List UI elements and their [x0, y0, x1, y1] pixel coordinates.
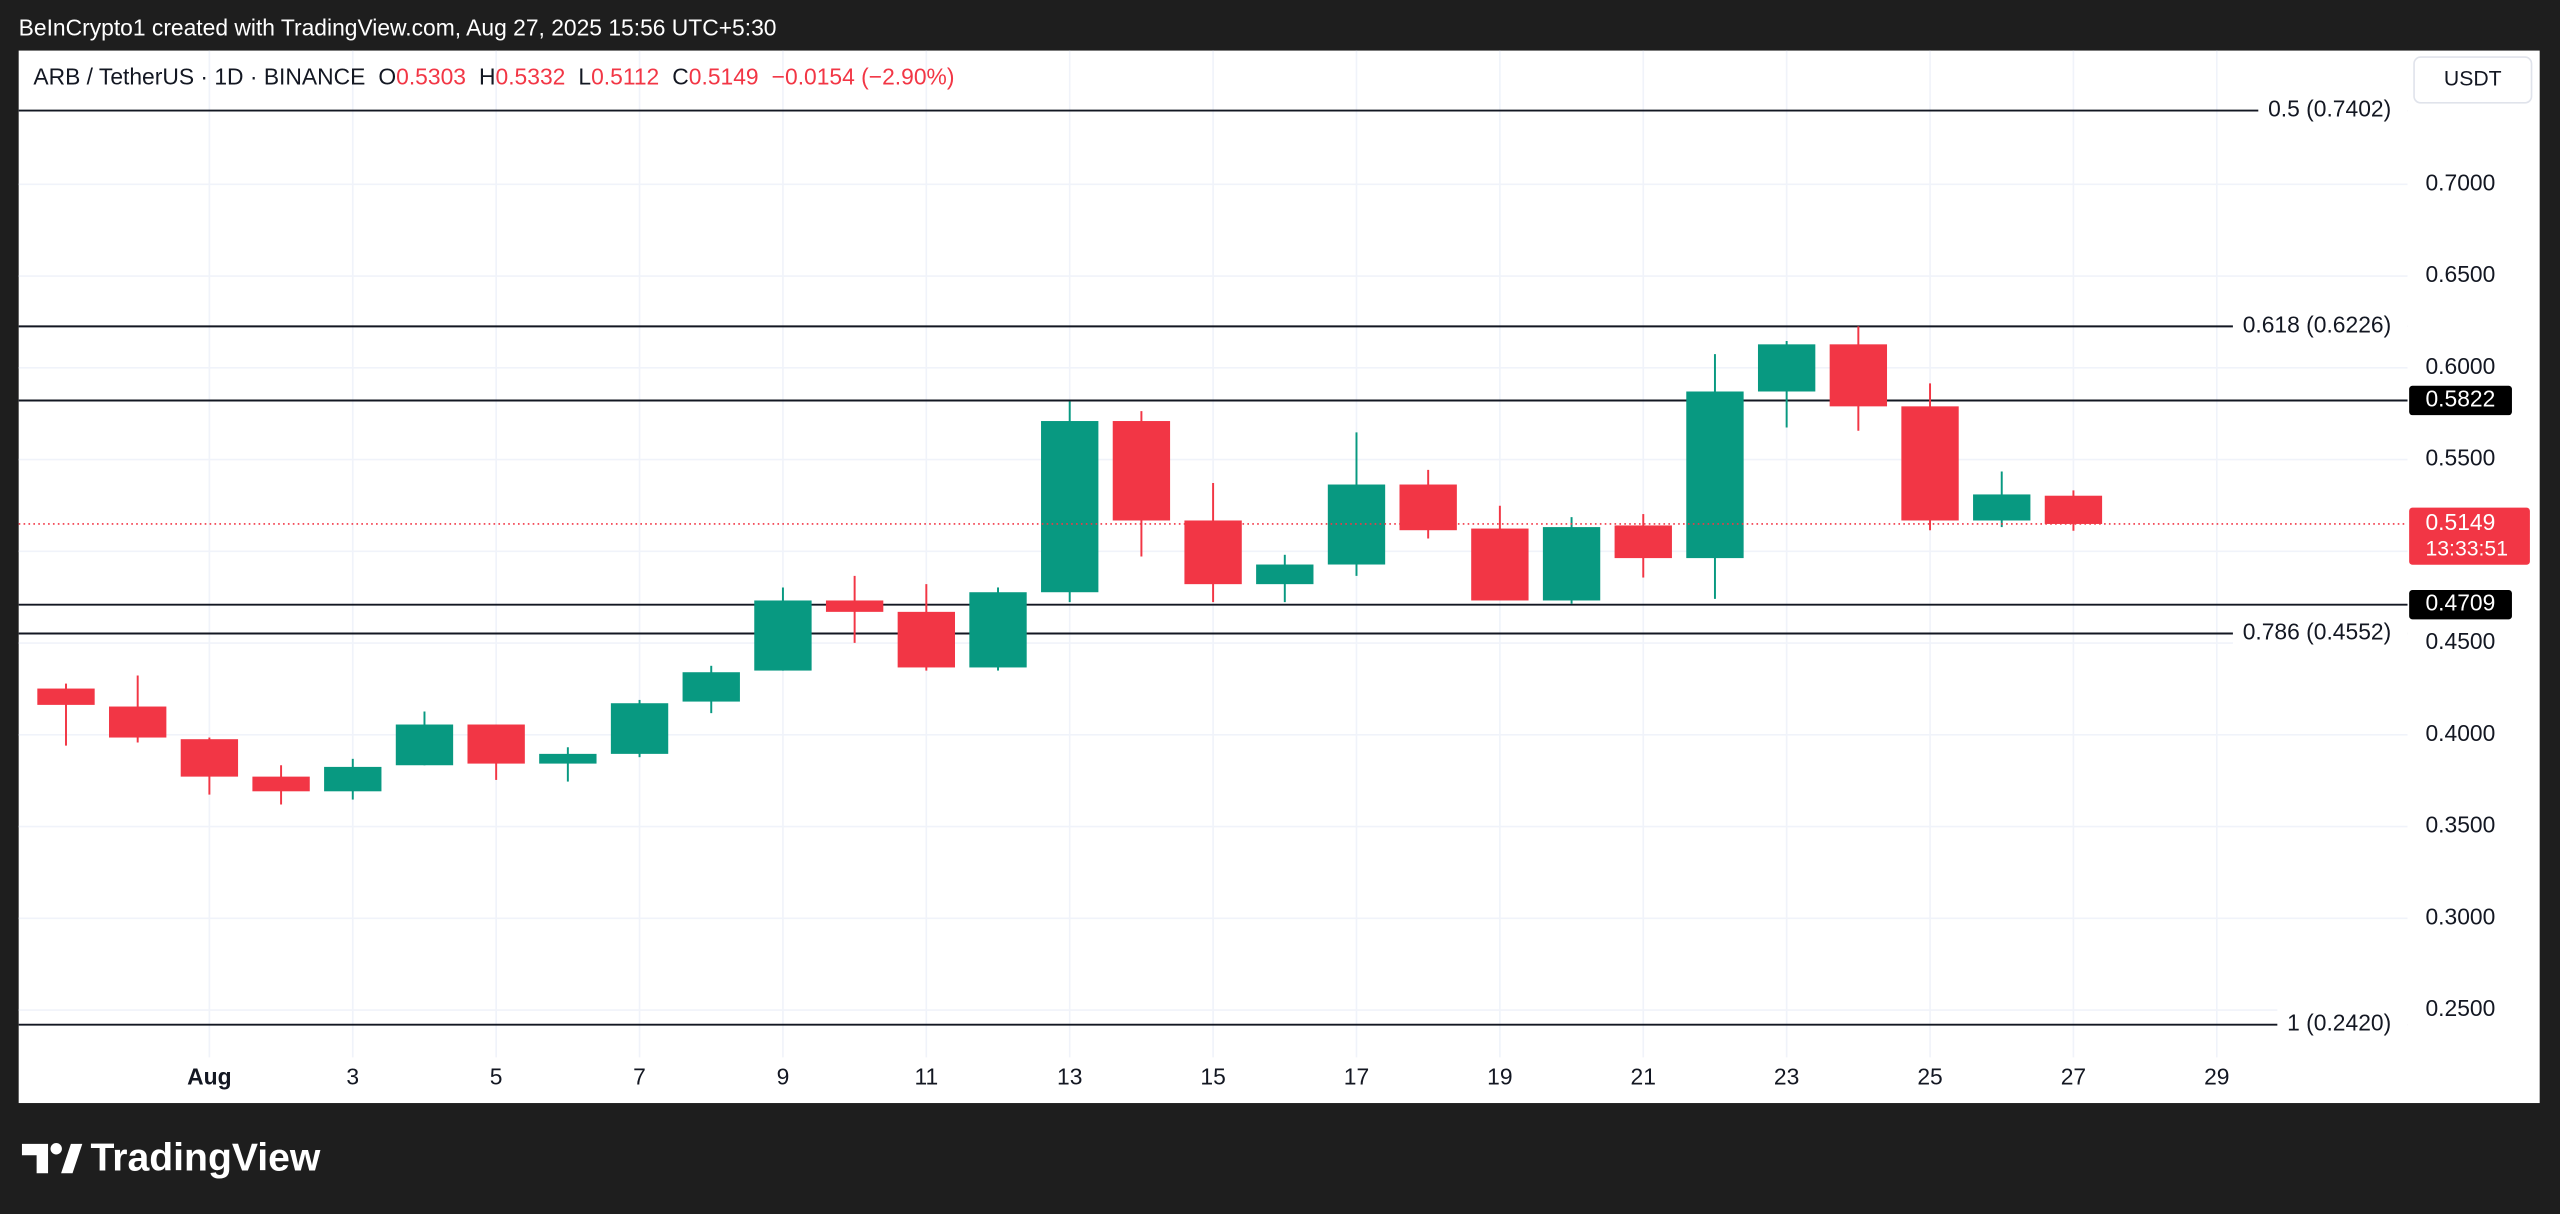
currency-label[interactable]: USDT	[2444, 68, 2502, 91]
candle-body	[969, 592, 1027, 668]
y-tick-label: 0.6000	[2425, 353, 2495, 379]
ohlc-label: O	[378, 63, 396, 89]
currency-button[interactable]	[2413, 56, 2533, 104]
candle-body	[1829, 344, 1888, 407]
candle-body	[1112, 421, 1171, 521]
ohlc-value: 0.5332	[496, 63, 566, 89]
x-tick-label: 29	[2204, 1064, 2229, 1090]
x-tick-label: 7	[633, 1064, 646, 1090]
candle-body	[610, 703, 669, 754]
footer-logo: TradingView	[90, 1136, 320, 1179]
y-tick-label: 0.3500	[2425, 812, 2495, 838]
logo-shape	[50, 1143, 62, 1155]
x-tick-label: Aug	[187, 1064, 231, 1090]
ohlc-label: C	[672, 63, 689, 89]
candle-body	[324, 766, 382, 792]
fib-label-bg	[2258, 92, 2408, 125]
y-tick-label: 0.6500	[2425, 261, 2495, 287]
countdown-label: 13:33:51	[2425, 538, 2508, 561]
y-tick-label: 0.2500	[2425, 995, 2495, 1021]
candle-body	[1184, 520, 1242, 585]
candle-body	[467, 724, 525, 764]
candle-body	[180, 739, 239, 777]
candle-body	[37, 688, 95, 705]
ohlc-value: 0.5149	[689, 63, 759, 89]
candle-body	[1471, 528, 1529, 601]
ohlc-value: 0.5112	[591, 63, 659, 89]
candle-body	[1399, 484, 1457, 531]
fib-level-label: 1 (0.2420)	[2287, 1010, 2391, 1036]
x-tick-label: 15	[1200, 1064, 1225, 1090]
x-tick-label: 3	[346, 1064, 359, 1090]
candle-body	[2044, 495, 2103, 524]
y-tick-label: 0.4500	[2425, 628, 2495, 654]
candle-body	[1686, 391, 1744, 559]
price-line-badge	[2409, 590, 2512, 620]
ohlc-value: 0.5303	[396, 63, 466, 89]
candle-body	[682, 672, 740, 702]
fib-label-bg	[2277, 1006, 2408, 1039]
candle-body	[1542, 527, 1601, 601]
x-tick-label: 13	[1057, 1064, 1082, 1090]
y-tick-label: 0.7000	[2425, 169, 2495, 195]
x-tick-label: 21	[1631, 1064, 1656, 1090]
candle-body	[1757, 344, 1816, 392]
candle-body	[754, 600, 812, 671]
fib-level-label: 0.5 (0.7402)	[2268, 96, 2391, 122]
plot: 0.25000.30000.35000.40000.45000.50000.55…	[18, 50, 2530, 1090]
change: −0.0154 (−2.90%)	[772, 63, 955, 89]
ohlc-label: H	[479, 63, 496, 89]
candle-body	[897, 611, 956, 668]
y-tick-label: 0.3000	[2425, 903, 2495, 929]
fib-level-label: 0.618 (0.6226)	[2243, 311, 2392, 337]
x-tick-label: 9	[777, 1064, 790, 1090]
x-tick-label: 5	[490, 1064, 503, 1090]
candle-body	[395, 724, 454, 766]
candle-body	[1614, 525, 1672, 559]
price-line-label: 0.4709	[2425, 590, 2495, 616]
fib-label-bg	[2232, 615, 2408, 648]
symbol-legend: ARB / TetherUS · 1D · BINANCE O0.5303 H0.5…	[33, 63, 954, 89]
candle-body	[1041, 421, 1099, 593]
candle-body	[1973, 494, 2031, 521]
fib-level-label: 0.786 (0.4552)	[2243, 619, 2392, 645]
last-price-label: 0.5149	[2425, 509, 2495, 535]
price-line-label: 0.5822	[2425, 386, 2495, 412]
candle-body	[1256, 564, 1314, 585]
symbol-title: ARB / TetherUS · 1D · BINANCE	[33, 63, 365, 89]
last-price-badge	[2409, 507, 2530, 565]
candle-body	[1901, 406, 1959, 521]
x-tick-label: 17	[1344, 1064, 1369, 1090]
candle-body	[825, 600, 884, 612]
candle-body	[539, 753, 597, 764]
logo-shape	[21, 1143, 49, 1174]
ohlc-label: L	[578, 63, 591, 89]
candle-body	[109, 706, 167, 738]
price-line-badge	[2409, 385, 2512, 416]
x-tick-label: 27	[2061, 1064, 2086, 1090]
header-text: BeInCrypto1 created with TradingView.com…	[19, 14, 777, 40]
fib-label-bg	[2232, 308, 2408, 341]
x-tick-label: 25	[1917, 1064, 1942, 1090]
x-tick-label: 11	[914, 1064, 938, 1090]
logo-shape	[61, 1143, 83, 1174]
x-tick-label: 23	[1774, 1064, 1799, 1090]
y-tick-label: 0.4000	[2425, 720, 2495, 746]
x-tick-label: 19	[1487, 1064, 1512, 1090]
candle-body	[252, 776, 310, 792]
tradingview-logo-icon	[21, 1143, 83, 1174]
y-tick-label: 0.5500	[2425, 445, 2495, 471]
